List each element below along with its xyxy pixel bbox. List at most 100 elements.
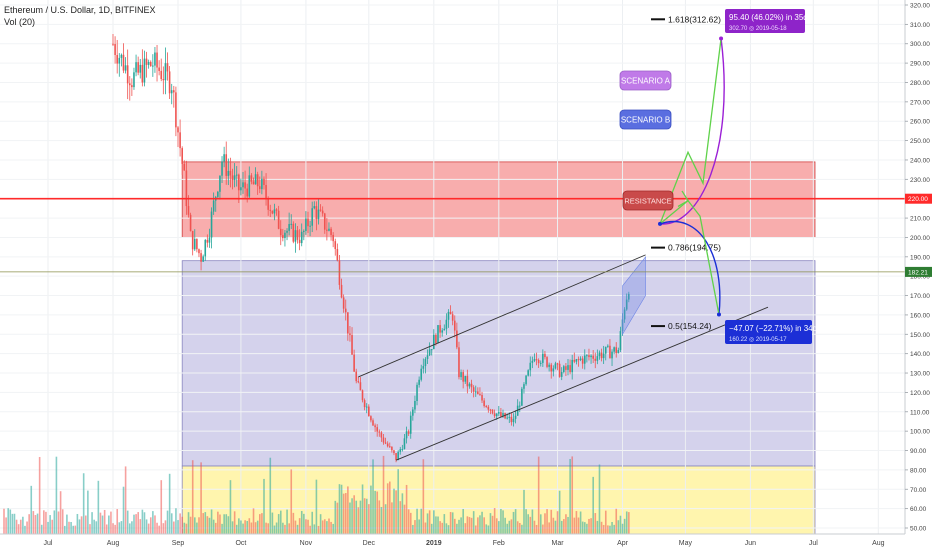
volume-bar	[357, 507, 360, 534]
volume-bar	[122, 486, 125, 534]
projection-box	[622, 255, 646, 336]
candle-body	[609, 345, 611, 359]
volume-bar	[403, 504, 406, 534]
volume-bar	[542, 524, 544, 534]
candle-body	[416, 384, 418, 402]
candle-body	[112, 43, 114, 45]
candle-body	[533, 359, 536, 361]
volume-bar	[267, 523, 269, 534]
candle-body	[384, 442, 387, 444]
volume-bar	[242, 523, 244, 534]
volume-bar	[74, 525, 77, 534]
volume-bar	[531, 509, 534, 534]
volume-bar	[175, 508, 177, 534]
candle-body	[263, 178, 265, 185]
volume-bar	[623, 518, 626, 534]
volume-bar	[290, 469, 293, 534]
candle-body	[439, 325, 441, 333]
volume-bar	[502, 510, 504, 534]
candle-body	[202, 256, 204, 262]
channel-lower-line	[395, 306, 769, 461]
volume-bar	[305, 519, 307, 534]
candle-body	[583, 355, 586, 364]
volume-bar	[560, 520, 563, 534]
price-tick-label: 100.00	[910, 429, 930, 436]
volume-bar	[282, 522, 284, 534]
volume-bar	[368, 504, 370, 534]
volume-bar	[399, 501, 402, 534]
volume-bar	[430, 523, 433, 534]
volume-bar	[36, 513, 39, 534]
candle-body	[382, 437, 385, 443]
volume-bar	[405, 484, 408, 534]
volume-bar	[340, 484, 343, 534]
volume-bar	[286, 509, 288, 534]
candle-body	[491, 409, 494, 414]
volume-bar	[252, 508, 255, 534]
volume-bar	[625, 511, 628, 534]
volume-bar	[147, 523, 150, 534]
volume-bar	[359, 500, 362, 534]
candle-body	[189, 214, 192, 232]
candle-body	[498, 412, 500, 414]
candle-body	[619, 331, 622, 350]
candle-body	[437, 325, 439, 344]
candle-body	[179, 132, 181, 149]
volume-bar	[592, 476, 594, 534]
volume-bar	[7, 508, 9, 534]
volume-bar	[26, 521, 28, 534]
candle-body	[139, 64, 142, 73]
candle-body	[344, 308, 347, 313]
volume-bar	[395, 490, 397, 534]
candle-body	[219, 175, 221, 192]
candle-body	[510, 416, 513, 423]
volume-bar	[108, 515, 110, 534]
volume-bar	[328, 518, 330, 534]
volume-bar	[97, 480, 100, 534]
fib-level-label: 1.618(312.62)	[668, 14, 721, 24]
candle-body	[548, 364, 550, 367]
volume-bar	[49, 515, 51, 534]
volume-bar	[386, 483, 389, 534]
volume-bar	[365, 498, 368, 534]
volume-bar	[43, 510, 45, 534]
candle-body	[294, 230, 297, 242]
volume-bar	[628, 512, 630, 534]
volume-bar	[233, 511, 236, 534]
volume-bar	[221, 523, 223, 534]
volume-bar	[472, 511, 475, 534]
fib-level-label: 0.5(154.24)	[668, 321, 712, 331]
volume-bar	[315, 479, 318, 534]
candle-body	[525, 375, 527, 385]
candle-body	[615, 347, 618, 354]
volume-bar	[189, 516, 192, 534]
volume-bar	[11, 513, 14, 534]
candle-body	[506, 417, 508, 419]
volume-bar	[441, 522, 444, 534]
candle-body	[300, 231, 303, 244]
candle-body	[349, 333, 351, 336]
time-tick-label: Jul	[809, 540, 818, 547]
volume-bar	[391, 502, 393, 534]
volume-bar	[248, 518, 251, 534]
volume-bar	[179, 513, 181, 534]
volume-bar	[514, 509, 517, 534]
volume-bar	[456, 523, 458, 534]
candle-body	[479, 394, 481, 396]
volume-bar	[294, 520, 297, 534]
volume-bar	[451, 512, 454, 534]
candle-body	[328, 228, 330, 231]
candle-body	[489, 409, 492, 411]
volume-bar	[45, 511, 47, 534]
candle-body	[342, 297, 345, 309]
candle-body	[409, 415, 412, 434]
volume-bar	[17, 524, 20, 534]
candle-body	[487, 406, 490, 410]
volume-bar	[194, 517, 196, 534]
volume-bar	[261, 513, 263, 534]
scenario-b-label: SCENARIO B	[621, 116, 670, 125]
candle-body	[407, 431, 410, 434]
candle-body	[625, 299, 628, 310]
volume-bar	[66, 514, 68, 534]
candle-body	[292, 223, 295, 242]
